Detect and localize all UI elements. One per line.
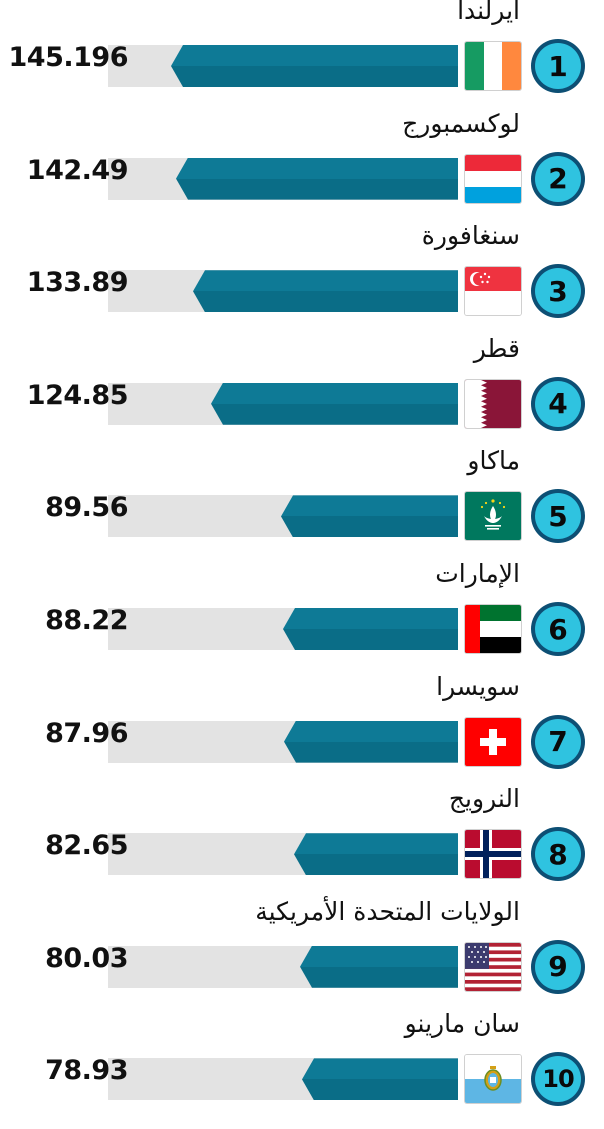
country-label: قطر bbox=[473, 333, 520, 363]
value-label: 142.49 bbox=[26, 154, 129, 186]
chart-row: الولايات المتحدة الأمريكية 80.03 9 bbox=[0, 896, 604, 1011]
rank-badge: 1 bbox=[535, 43, 581, 89]
data-bar bbox=[283, 608, 458, 650]
san-marino-flag bbox=[465, 1055, 521, 1104]
data-bar bbox=[284, 720, 458, 763]
country-label: لوكسمبورج bbox=[402, 108, 520, 138]
value-label: 124.85 bbox=[26, 379, 129, 411]
rank-badge: 6 bbox=[535, 606, 581, 652]
country-label: سنغافورة bbox=[421, 221, 520, 251]
value-label: 133.89 bbox=[26, 267, 129, 299]
country-label: سان مارينو bbox=[404, 1009, 520, 1039]
country-label: ماكاو bbox=[467, 446, 520, 476]
norway-flag bbox=[465, 830, 521, 879]
ireland-flag bbox=[465, 42, 521, 90]
value-label: 87.96 bbox=[45, 717, 128, 749]
data-bar bbox=[211, 382, 458, 425]
usa-flag bbox=[465, 942, 521, 991]
rank-badge: 8 bbox=[535, 831, 581, 878]
singapore-flag bbox=[465, 267, 521, 316]
rank-badge: 5 bbox=[535, 493, 581, 540]
value-label: 89.56 bbox=[45, 492, 128, 524]
chart-row: لوكسمبورج 142.49 2 bbox=[0, 108, 604, 223]
chart-row: ماكاو 89.56 5 bbox=[0, 446, 604, 560]
chart-row: قطر 124.85 4 bbox=[0, 333, 604, 448]
value-label: 88.22 bbox=[45, 605, 128, 636]
value-label: 145.196 bbox=[8, 42, 129, 73]
uae-flag bbox=[465, 605, 521, 653]
data-bar bbox=[300, 945, 458, 988]
rank-badge: 2 bbox=[535, 155, 581, 202]
chart-row: الإمارات 88.22 6 bbox=[0, 559, 604, 673]
rank-badge: 10 bbox=[535, 1056, 581, 1103]
luxembourg-flag bbox=[465, 154, 521, 203]
data-bar bbox=[171, 45, 458, 87]
chart-row: سان مارينو 78.93 10 bbox=[0, 1009, 604, 1123]
data-bar bbox=[193, 270, 458, 313]
country-label: الإمارات bbox=[435, 559, 520, 588]
value-label: 82.65 bbox=[45, 830, 128, 862]
value-label: 80.03 bbox=[45, 942, 128, 974]
qatar-flag bbox=[465, 379, 521, 428]
country-label: النرويج bbox=[448, 784, 520, 814]
data-bar bbox=[302, 1058, 458, 1101]
chart-row: سنغافورة 133.89 3 bbox=[0, 221, 604, 335]
chart-row: أيرلندا 145.196 1 bbox=[0, 0, 604, 110]
rank-badge: 4 bbox=[535, 380, 581, 427]
value-label: 78.93 bbox=[45, 1055, 128, 1087]
rank-badge: 7 bbox=[535, 718, 581, 765]
data-bar bbox=[176, 157, 458, 200]
country-label: سويسرا bbox=[436, 671, 520, 701]
chart-row: سويسرا 87.96 7 bbox=[0, 671, 604, 786]
switzerland-flag bbox=[465, 717, 521, 766]
data-bar bbox=[294, 833, 458, 876]
chart-row: النرويج 82.65 8 bbox=[0, 784, 604, 898]
data-bar bbox=[281, 495, 458, 538]
country-label: أيرلندا bbox=[457, 0, 520, 25]
rank-badge: 9 bbox=[535, 943, 581, 990]
macau-flag bbox=[465, 492, 521, 541]
country-label: الولايات المتحدة الأمريكية bbox=[255, 896, 520, 926]
rank-badge: 3 bbox=[535, 268, 581, 315]
